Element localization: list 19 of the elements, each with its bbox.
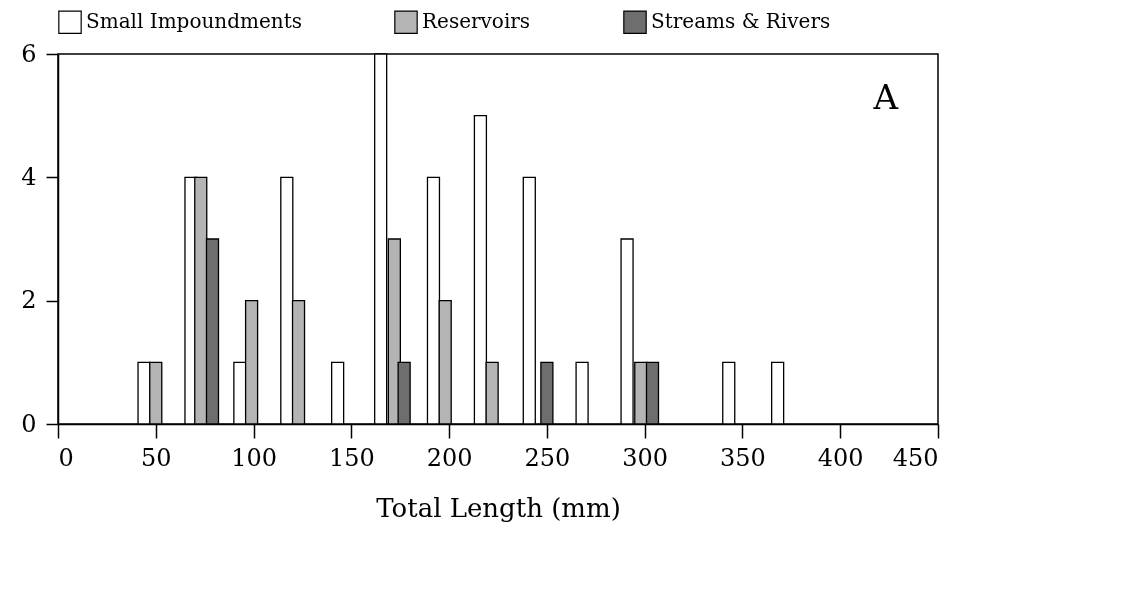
x-tick-label: 300 (622, 443, 669, 472)
y-tick-label: 6 (21, 39, 37, 68)
x-tick-label: 350 (720, 443, 766, 472)
annotation: A (872, 77, 899, 117)
y-tick-label: 2 (21, 286, 37, 315)
legend-label: Small Impoundments (86, 9, 302, 34)
x-tick-label: 250 (524, 443, 571, 472)
x-tick-label: 50 (141, 443, 172, 472)
x-axis-title: Total Length (mm) (376, 492, 621, 523)
x-tick-label: 400 (817, 443, 864, 472)
x-tick-label: 0 (58, 443, 74, 472)
x-tick-label: 150 (328, 443, 375, 472)
y-tick-label: 4 (21, 162, 37, 191)
x-tick-label: 200 (426, 443, 473, 472)
y-tick-label: 0 (21, 409, 37, 438)
x-tick-label: 100 (231, 443, 277, 472)
x-tick-label: 450 (892, 443, 939, 472)
legend-label: Reservoirs (422, 9, 531, 34)
legend-label: Streams & Rivers (651, 9, 831, 34)
